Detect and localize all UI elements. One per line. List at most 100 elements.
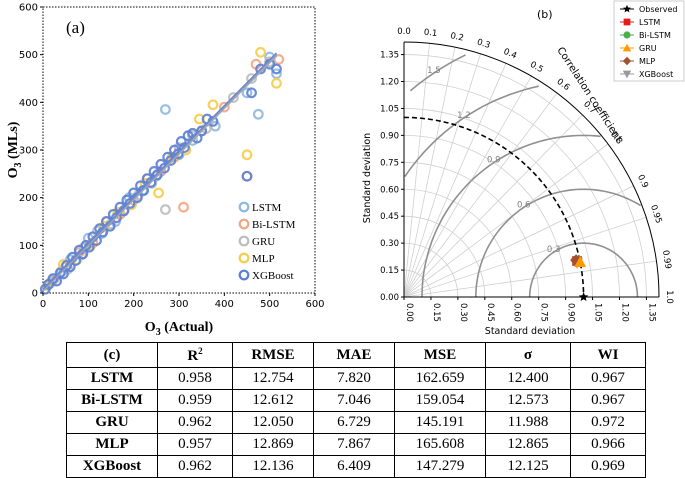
std-grid-arc bbox=[403, 188, 513, 298]
legend-label: MLP bbox=[252, 253, 275, 265]
corr-tick-label: 0.3 bbox=[476, 37, 492, 51]
y-tick-label: 0.00 bbox=[380, 293, 399, 303]
scatter-point bbox=[246, 87, 257, 99]
table-row: XGBoost 0.962 12.136 6.409 147.279 12.125 0.96… bbox=[66, 455, 646, 478]
scatter-point bbox=[196, 125, 208, 137]
corr-tick-label: 0.1 bbox=[423, 28, 437, 39]
corr-grid-ray bbox=[403, 216, 647, 298]
rms-contour bbox=[475, 188, 642, 298]
std-grid-arc bbox=[403, 108, 593, 298]
rms-label: 1.5 bbox=[427, 66, 441, 76]
rms-contour bbox=[528, 242, 639, 298]
scatter-point bbox=[207, 99, 219, 111]
x-tick-label: 600 bbox=[305, 299, 324, 310]
corr-grid-ray bbox=[403, 63, 507, 298]
legend-marker bbox=[238, 269, 250, 281]
taylor-x-axis-title: Standard deviation bbox=[485, 326, 575, 337]
scatter-point bbox=[241, 87, 253, 99]
taylor-legend: Observed LSTM Bi-LSTM GRU MLP XGBoost bbox=[613, 0, 685, 82]
x-tick-label: 0.15 bbox=[431, 303, 441, 322]
scatter-point bbox=[271, 77, 282, 89]
y-tick-label: 0.15 bbox=[380, 266, 399, 276]
legend-marker bbox=[623, 31, 631, 39]
scatter-point bbox=[255, 46, 267, 58]
metric-cell: 12.573 bbox=[485, 389, 571, 412]
corr-grid-ray bbox=[403, 143, 609, 298]
metric-cell: 0.966 bbox=[570, 433, 646, 456]
metric-cell: 7.046 bbox=[313, 389, 395, 412]
scatter-point bbox=[165, 155, 177, 166]
scatter-point bbox=[172, 148, 184, 160]
scatter-point bbox=[255, 63, 267, 75]
metric-cell: 12.050 bbox=[232, 411, 314, 434]
x-tick-label: 300 bbox=[169, 299, 188, 310]
legend-marker bbox=[623, 18, 631, 26]
metric-cell: 147.279 bbox=[394, 455, 486, 478]
metric-cell: 6.729 bbox=[313, 411, 395, 434]
model-name-cell: XGBoost bbox=[66, 455, 158, 478]
scatter-point bbox=[227, 92, 239, 103]
corr-grid-ray bbox=[403, 75, 532, 298]
x-tick-label: 0 bbox=[40, 299, 46, 310]
legend-marker bbox=[622, 56, 632, 66]
metric-cell: 12.125 bbox=[485, 455, 571, 478]
corr-tick-label: 1.0 bbox=[664, 290, 674, 304]
metric-cell: 12.869 bbox=[232, 433, 314, 456]
table-header-row: (c) R2 RMSE MAE MSE σ WI bbox=[66, 342, 646, 368]
scatter-point bbox=[151, 169, 163, 181]
column-header: R2 bbox=[157, 342, 233, 368]
x-tick-label: 200 bbox=[124, 299, 143, 310]
scatter-panel-label: (a) bbox=[66, 18, 85, 37]
rms-label: 1.2 bbox=[457, 111, 471, 121]
column-header: MAE bbox=[313, 342, 395, 368]
y-tick-label: 0.60 bbox=[380, 185, 399, 195]
scatter-point bbox=[179, 142, 190, 154]
outer-arc bbox=[403, 41, 660, 298]
corr-tick-label: 0.6 bbox=[555, 77, 572, 93]
legend-label: XGBoost bbox=[252, 270, 294, 282]
model-name-cell: GRU bbox=[66, 411, 158, 434]
x-tick-label: 1.05 bbox=[593, 303, 603, 322]
scatter-point bbox=[111, 212, 122, 224]
corr-tick-label: 0.4 bbox=[502, 47, 518, 62]
taylor-point bbox=[570, 254, 583, 267]
y-tick-label: 1.20 bbox=[380, 78, 399, 88]
legend-marker bbox=[238, 218, 250, 230]
y-tick-label: 1.05 bbox=[380, 104, 399, 114]
scatter-point bbox=[159, 204, 171, 215]
rms-contour bbox=[421, 134, 601, 298]
y-tick-label: 0.90 bbox=[380, 131, 399, 141]
column-header: RMSE bbox=[232, 342, 314, 368]
metric-cell: 165.608 bbox=[394, 433, 486, 456]
y-tick-label: 0 bbox=[32, 289, 38, 300]
legend-label: Bi-LSTM bbox=[252, 219, 296, 231]
legend-label: GRU bbox=[639, 44, 657, 53]
x-tick-label: 1.35 bbox=[646, 303, 656, 322]
metric-cell: 0.962 bbox=[157, 455, 233, 478]
taylor-point bbox=[578, 292, 589, 301]
std-grid-arc bbox=[403, 54, 647, 298]
metric-cell: 6.409 bbox=[313, 455, 395, 478]
corr-grid-ray bbox=[403, 260, 657, 298]
scatter-point bbox=[124, 197, 136, 209]
scatter-chart: (a) O3 (Actual) O3 (MLs) 0 100 200 300 400 50… bbox=[6, 3, 325, 339]
legend-label: LSTM bbox=[252, 202, 282, 214]
scatter-point bbox=[145, 177, 157, 188]
table-row: GRU 0.962 12.050 6.729 145.191 11.988 0.972 bbox=[66, 411, 646, 434]
metric-cell: 0.957 bbox=[157, 433, 233, 456]
model-name-cell: MLP bbox=[66, 433, 158, 456]
y-tick-label: 400 bbox=[19, 98, 38, 109]
fit-line bbox=[42, 52, 278, 290]
y-tick-label: 1.35 bbox=[380, 51, 399, 61]
metrics-table: (c) R2 RMSE MAE MSE σ WI LSTM 0.958 12.754… bbox=[66, 342, 646, 478]
metric-cell: 12.612 bbox=[232, 389, 314, 412]
corr-tick-label: 0.99 bbox=[660, 250, 673, 270]
corr-grid-ray bbox=[403, 43, 430, 298]
y-tick-label: 600 bbox=[19, 3, 38, 14]
metric-cell: 7.820 bbox=[313, 367, 395, 390]
corr-tick-label: 0.5 bbox=[528, 60, 545, 75]
corr-tick-label: 0.2 bbox=[449, 31, 464, 44]
legend-marker bbox=[238, 235, 250, 247]
x-tick-label: 0.75 bbox=[539, 303, 549, 322]
legend-marker bbox=[622, 70, 632, 79]
